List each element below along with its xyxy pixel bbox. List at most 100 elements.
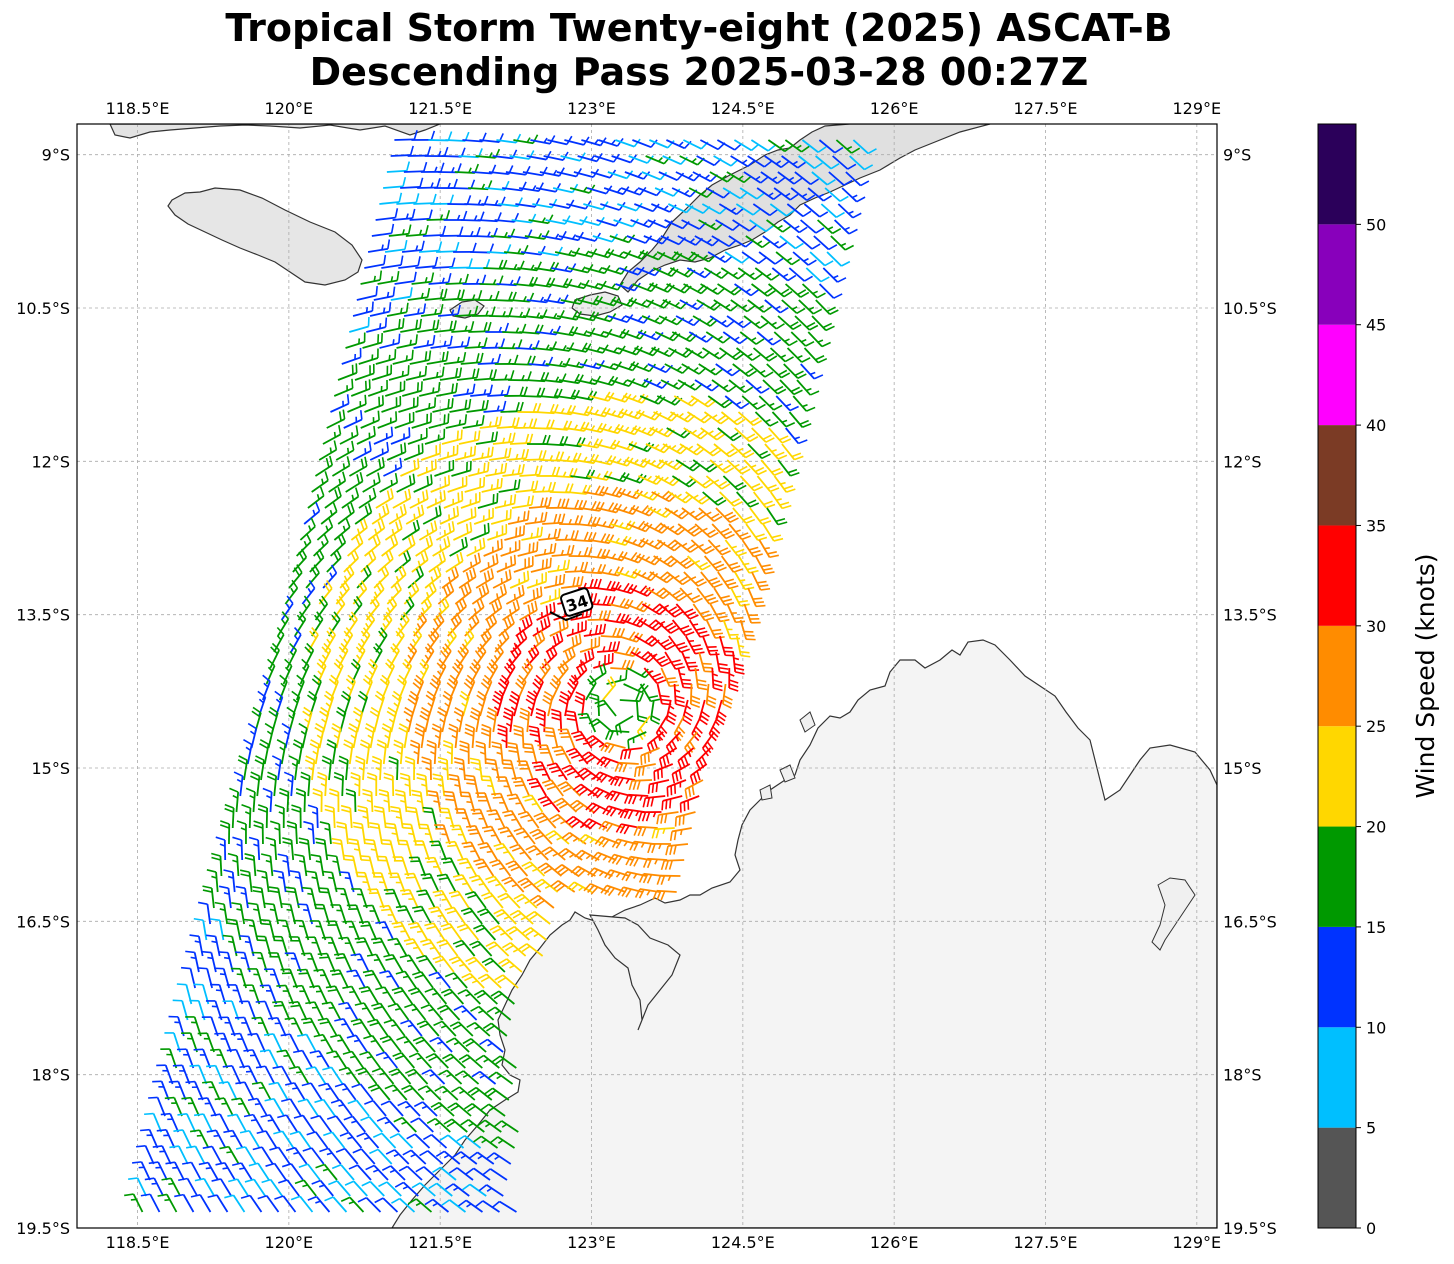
lat-tick-label: 9°S [1223, 146, 1251, 165]
wind-barb [445, 273, 469, 285]
wind-barb [487, 385, 511, 397]
wind-barb [350, 379, 371, 397]
wind-barb [549, 199, 575, 209]
wind-barb [454, 445, 477, 461]
wind-barb [696, 443, 722, 457]
wind-barb [798, 155, 823, 169]
wind-barb [745, 235, 771, 249]
wind-barb [375, 349, 397, 365]
wind-barb [409, 209, 433, 221]
wind-barb [322, 424, 342, 445]
wind-barb [530, 135, 556, 145]
wind-barb [750, 139, 777, 152]
wind-barb [711, 235, 737, 248]
colorbar-segment [1318, 425, 1356, 526]
wind-barb [360, 410, 380, 429]
colorbar-segment [1318, 726, 1356, 827]
wind-barb [632, 139, 658, 149]
lat-tick-label: 15°S [31, 759, 70, 778]
wind-barb [479, 275, 504, 286]
wind-barb [749, 219, 775, 233]
wind-barb [700, 427, 726, 441]
wind-barb [341, 347, 362, 365]
wind-barb [781, 299, 806, 314]
wind-barb [451, 179, 476, 190]
wind-barb [632, 282, 658, 293]
wind-barb [330, 394, 350, 413]
wind-barb [394, 271, 417, 285]
wind-barb [394, 130, 418, 141]
wind-barb [547, 135, 573, 146]
wind-barb [543, 151, 569, 162]
wind-barb [407, 146, 432, 157]
wind-barb [441, 147, 466, 158]
colorbar-segment [1318, 1027, 1356, 1128]
wind-barb [392, 349, 414, 365]
wind-barb [364, 395, 384, 413]
lat-tick-label: 19.5°S [1223, 1219, 1277, 1238]
wind-barb [379, 192, 403, 205]
colorbar-tick-label: 5 [1366, 1119, 1376, 1138]
lat-tick-label: 19.5°S [16, 1219, 70, 1238]
wind-barb [739, 331, 765, 345]
wind-barb [434, 178, 458, 189]
wind-barb [394, 411, 415, 429]
wind-barb [447, 336, 471, 349]
wind-barb [800, 219, 825, 234]
kimberley-islands [759, 711, 1196, 951]
lat-tick-label: 18°S [1223, 1066, 1262, 1085]
wind-barb [564, 279, 590, 290]
wind-barb [422, 366, 445, 381]
wind-barb [405, 224, 429, 237]
wind-barb [466, 399, 489, 413]
colorbar-tick-label: 40 [1366, 416, 1386, 435]
dampier-peninsula [588, 914, 681, 1031]
wind-barb [367, 379, 388, 397]
lat-tick-label: 15°S [1223, 759, 1262, 778]
timor-island [619, 124, 991, 293]
wind-barb [801, 139, 827, 153]
wind-barb [409, 350, 432, 365]
wind-barb [630, 363, 657, 373]
wind-barb [816, 219, 842, 235]
wind-barb [741, 251, 767, 265]
wind-barb [566, 342, 592, 353]
wind-barb [498, 339, 523, 350]
wind-barb [752, 347, 778, 362]
wind-barb [419, 241, 443, 253]
wind-barb [807, 187, 832, 202]
lon-tick-label: 120°E [265, 1233, 314, 1252]
wind-barb [577, 438, 603, 449]
wind-barb [790, 331, 815, 347]
wind-barb [432, 398, 454, 413]
wind-barb [818, 139, 844, 154]
wind-barb [381, 255, 404, 269]
wind-barb [730, 155, 756, 168]
wind-barb [651, 203, 677, 213]
wind-barb [443, 351, 467, 365]
wind-barb [534, 261, 560, 272]
lat-tick-label: 12°S [1223, 452, 1262, 471]
wind-barb [636, 410, 662, 421]
colorbar-tick-label: 20 [1366, 818, 1386, 837]
wind-barb [530, 419, 555, 430]
wind-barb [771, 411, 796, 428]
wind-barb [724, 251, 750, 264]
wind-barb [379, 333, 401, 349]
wind-barb [504, 386, 528, 397]
wind-barb [403, 161, 428, 173]
wind-barb [720, 267, 747, 280]
wind-barb [634, 346, 660, 357]
lon-tick-label: 118.5°E [106, 1233, 170, 1252]
wind-barb [420, 162, 445, 173]
wind-barb [760, 171, 786, 185]
wind-barb [447, 195, 472, 206]
wind-barb [707, 251, 733, 264]
wind-barb [735, 203, 762, 216]
wind-barb [358, 348, 379, 365]
lat-tick-label: 13.5°S [16, 606, 70, 625]
wind-barb [632, 426, 659, 437]
wind-barb [620, 186, 647, 196]
wind-barb [720, 411, 746, 426]
wind-barb [777, 171, 803, 185]
